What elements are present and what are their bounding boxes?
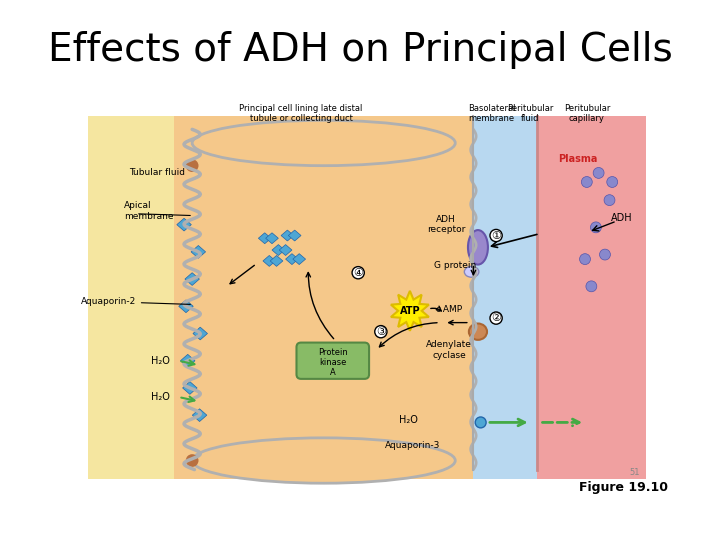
Polygon shape (177, 218, 192, 231)
Ellipse shape (468, 230, 488, 265)
Circle shape (607, 177, 618, 187)
Text: ADH
receptor: ADH receptor (427, 215, 465, 234)
Text: Effects of ADH on Principal Cells: Effects of ADH on Principal Cells (48, 31, 672, 70)
FancyBboxPatch shape (174, 116, 474, 478)
Polygon shape (185, 273, 199, 286)
Text: Basolateral
membrane: Basolateral membrane (468, 104, 516, 123)
Polygon shape (293, 254, 305, 265)
Polygon shape (258, 233, 271, 244)
Text: Plasma: Plasma (558, 154, 598, 164)
Polygon shape (181, 354, 195, 367)
Text: ②: ② (491, 313, 501, 323)
Polygon shape (263, 255, 276, 266)
Circle shape (586, 281, 597, 292)
Text: Tubular fluid: Tubular fluid (129, 167, 184, 177)
Text: G protein: G protein (434, 261, 477, 270)
Polygon shape (192, 409, 207, 422)
Text: ①: ① (491, 231, 501, 240)
Ellipse shape (469, 323, 487, 340)
FancyBboxPatch shape (474, 116, 537, 478)
Polygon shape (279, 245, 292, 255)
Polygon shape (179, 300, 193, 313)
Circle shape (593, 167, 604, 178)
Text: Principal cell lining late distal
tubule or collecting duct: Principal cell lining late distal tubule… (239, 104, 363, 123)
Text: Aquaporin-3: Aquaporin-3 (385, 441, 441, 450)
Text: Figure 19.10: Figure 19.10 (579, 481, 667, 494)
FancyBboxPatch shape (297, 342, 369, 379)
Polygon shape (193, 327, 207, 340)
Polygon shape (266, 233, 279, 244)
Text: ATP: ATP (400, 306, 420, 316)
Circle shape (580, 254, 590, 265)
Text: Aquaporin-2: Aquaporin-2 (81, 297, 136, 306)
FancyBboxPatch shape (537, 116, 646, 478)
Text: H₂O: H₂O (399, 415, 418, 424)
Circle shape (600, 249, 611, 260)
Text: 51: 51 (630, 468, 640, 477)
Circle shape (186, 454, 199, 467)
Circle shape (604, 195, 615, 206)
Text: ADH: ADH (611, 213, 632, 223)
Circle shape (590, 222, 601, 233)
Circle shape (475, 417, 486, 428)
Text: Peritubular
fluid: Peritubular fluid (508, 104, 554, 123)
Polygon shape (391, 291, 429, 331)
Polygon shape (191, 246, 206, 258)
Ellipse shape (464, 266, 479, 277)
Ellipse shape (192, 438, 455, 483)
Text: H₂O: H₂O (151, 356, 170, 366)
Circle shape (581, 177, 593, 187)
Polygon shape (183, 382, 197, 394)
Text: c.AMP: c.AMP (436, 305, 462, 314)
Circle shape (186, 159, 199, 172)
Text: Peritubular
capillary: Peritubular capillary (564, 104, 610, 123)
Polygon shape (281, 230, 294, 241)
Text: ③: ③ (376, 327, 386, 337)
Text: Adenylate
cyclase: Adenylate cyclase (426, 340, 472, 360)
FancyBboxPatch shape (88, 116, 197, 478)
Polygon shape (272, 245, 284, 255)
Text: ④: ④ (354, 268, 363, 278)
Polygon shape (288, 230, 301, 241)
Text: H₂O: H₂O (151, 392, 170, 402)
Polygon shape (286, 254, 298, 265)
Text: Protein
kinase
A: Protein kinase A (318, 348, 348, 377)
Ellipse shape (192, 120, 455, 166)
Polygon shape (270, 255, 283, 266)
Text: Apical
membrane: Apical membrane (124, 201, 174, 221)
